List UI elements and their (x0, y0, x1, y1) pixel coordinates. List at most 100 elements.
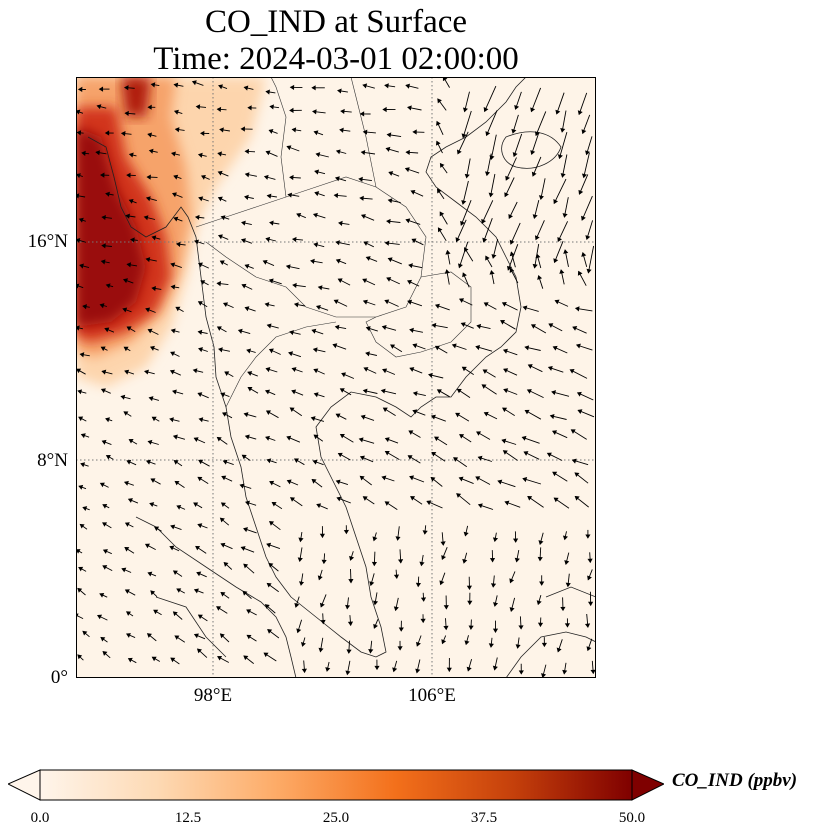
wind-arrow-head (415, 582, 422, 588)
map-canvas (76, 77, 596, 678)
wind-arrow-head (466, 585, 472, 590)
country-borders (195, 77, 472, 408)
wind-arrow-head (577, 110, 583, 116)
wind-arrow-head (500, 320, 506, 325)
wind-arrow-head (411, 238, 417, 244)
wind-arrow-head (294, 602, 300, 608)
wind-arrow-head (193, 588, 199, 594)
wind-arrow-head (198, 459, 204, 465)
wind-arrow-head (176, 588, 182, 593)
colorbar-max-extend (631, 769, 664, 801)
wind-arrow-head (509, 607, 515, 612)
wind-arrow-head (502, 450, 508, 455)
wind-arrow-head (247, 387, 253, 392)
wind-arrow-head (585, 150, 590, 156)
wind-arrow-head (245, 500, 250, 506)
wind-arrow-head (571, 458, 577, 464)
wind-arrow-head (151, 235, 157, 241)
wind-arrow-shaft (556, 92, 565, 114)
wind-arrow-head (332, 343, 338, 349)
wind-arrow-head (125, 611, 132, 616)
wind-arrow-head (541, 642, 547, 648)
wind-arrow-head (467, 600, 473, 606)
wind-arrow-head (393, 574, 400, 579)
wind-arrow-head (386, 218, 391, 225)
wind-arrow-head (122, 307, 128, 313)
wind-arrow-shaft (458, 241, 469, 268)
wind-arrow-head (197, 523, 203, 529)
wind-arrow-head (502, 348, 508, 354)
wind-arrow-head (339, 388, 345, 393)
wind-arrow-head (481, 218, 487, 224)
wind-arrow-shaft (456, 219, 467, 242)
wind-arrow-head (430, 476, 436, 482)
wind-arrow-head (488, 643, 494, 648)
wind-arrow-head (384, 451, 390, 456)
wind-arrow-head (289, 84, 295, 91)
wind-arrow-head (581, 251, 587, 257)
wind-arrow-head (581, 173, 587, 179)
wind-arrow-head (335, 413, 341, 419)
wind-arrow-head (587, 575, 592, 581)
wind-arrow-head (197, 152, 203, 158)
wind-arrow-head (504, 500, 510, 506)
wind-arrow-head (398, 627, 404, 632)
wind-arrow-head (386, 277, 392, 282)
wind-arrow-head (408, 430, 414, 435)
wind-arrow-head (539, 581, 545, 586)
wind-arrow-head (522, 477, 528, 483)
wind-arrow-head (532, 214, 538, 219)
wind-arrow-head (220, 542, 226, 548)
colorbar-tick-label: 0.0 (30, 810, 50, 826)
wind-arrow-head (313, 242, 319, 248)
map-border (76, 77, 596, 678)
wind-arrow-head (577, 409, 583, 414)
wind-arrow-head (173, 174, 179, 180)
wind-arrow-head (105, 417, 110, 423)
wind-arrow-head (173, 82, 179, 88)
wind-arrow-head (217, 196, 223, 202)
wind-arrow-head (311, 478, 317, 484)
wind-arrow-head (121, 567, 127, 573)
wind-arrow-head (220, 215, 226, 221)
wind-arrow-head (362, 299, 368, 305)
wind-arrow-head (312, 459, 318, 465)
wind-arrow-head (345, 604, 351, 610)
wind-arrow-head (286, 435, 292, 441)
wind-arrow-head (100, 636, 106, 642)
wind-arrow-head (244, 306, 250, 312)
wind-arrow-head (518, 670, 524, 675)
wind-arrow-shaft (490, 134, 497, 160)
x-tick-label: 98°E (193, 685, 233, 706)
wind-arrow-head (464, 173, 470, 179)
wind-arrow-head (514, 557, 520, 563)
wind-arrow-head (488, 192, 494, 198)
wind-arrow-head (321, 559, 327, 565)
wind-arrow-head (124, 589, 130, 594)
wind-arrow-head (219, 633, 225, 639)
wind-arrow-shaft (558, 131, 568, 159)
wind-arrow-head (127, 657, 133, 663)
wind-arrow-head (197, 329, 203, 335)
colorbar-tick-label: 25.0 (322, 810, 350, 826)
wind-arrow-head (216, 281, 222, 287)
wind-arrow-head (264, 604, 270, 609)
wind-arrow-head (82, 630, 88, 636)
wind-arrow-head (291, 367, 297, 372)
wind-arrow-head (287, 192, 293, 198)
wind-arrow-head (562, 535, 568, 541)
wind-arrow-head (297, 557, 303, 563)
wind-arrow-head (362, 388, 368, 394)
wind-arrow-head (363, 367, 369, 372)
wind-arrow-head (317, 285, 323, 291)
wind-arrow-head (222, 459, 228, 465)
wind-arrow-head (564, 623, 570, 628)
wind-arrow-head (296, 212, 302, 218)
wind-arrow-head (289, 497, 296, 502)
wind-arrow-head (476, 431, 482, 436)
wind-arrow-head (382, 368, 388, 374)
wind-arrow-head (222, 412, 228, 417)
wind-arrow-head (410, 496, 416, 501)
wind-arrow-head (264, 302, 270, 308)
wind-arrow-head (557, 236, 563, 242)
